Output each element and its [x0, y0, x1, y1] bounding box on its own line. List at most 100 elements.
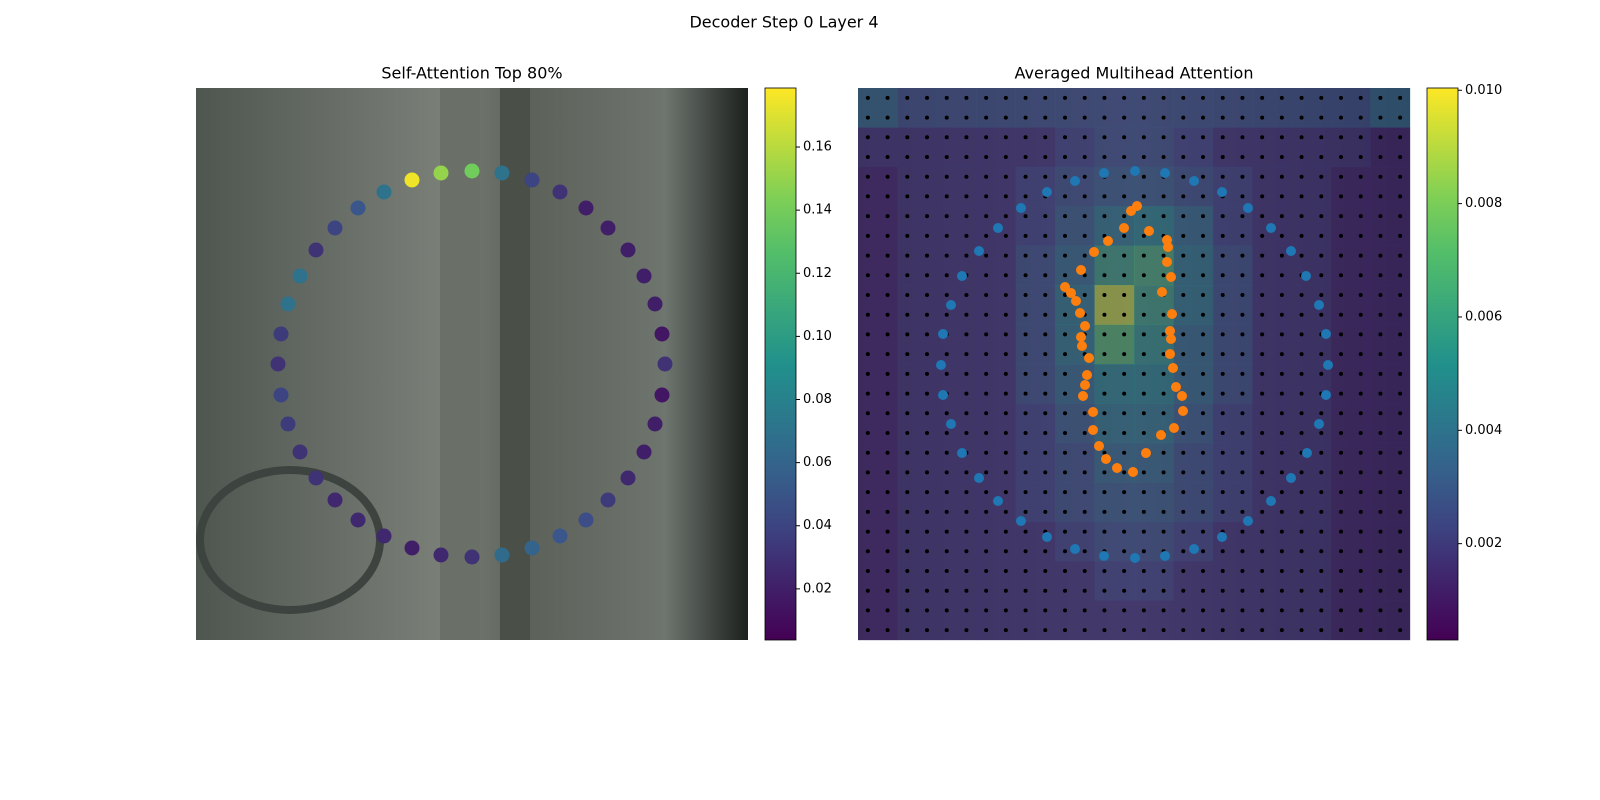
point: [957, 271, 967, 281]
heatmap-cell: [897, 364, 938, 404]
grid-dot: [1201, 529, 1205, 534]
grid-dot: [1122, 608, 1127, 613]
heatmap-cell: [1370, 521, 1411, 562]
point: [1156, 430, 1166, 440]
grid-dot: [865, 194, 870, 199]
grid-dot: [1240, 194, 1245, 199]
grid-dot: [925, 214, 929, 219]
heatmap-cell: [897, 561, 938, 601]
grid-dot: [1003, 293, 1008, 297]
grid-dot: [1279, 490, 1284, 495]
heatmap-cell: [1291, 521, 1332, 562]
point: [1042, 532, 1052, 542]
grid-dot: [1082, 431, 1087, 435]
grid-dot: [905, 628, 910, 633]
grid-dot: [1319, 135, 1324, 140]
grid-dot: [1023, 214, 1028, 219]
grid-dot: [1082, 411, 1087, 416]
grid-dot: [865, 431, 870, 435]
heatmap-cell: [976, 88, 1017, 128]
grid-dot: [1358, 549, 1363, 554]
grid-dot: [944, 95, 949, 100]
grid-dot: [1181, 569, 1186, 573]
grid-dot: [1378, 450, 1383, 455]
grid-dot: [905, 608, 910, 613]
grid-dot: [885, 95, 890, 100]
grid-dot: [964, 332, 969, 337]
grid-dot: [1378, 588, 1383, 593]
grid-dot: [964, 155, 969, 159]
grid-dot: [1161, 352, 1166, 357]
grid-dot: [1043, 155, 1048, 159]
grid-dot: [925, 312, 929, 317]
grid-dot: [1181, 450, 1186, 455]
grid-dot: [1181, 174, 1186, 179]
grid-dot: [1279, 233, 1284, 238]
grid-dot: [1279, 371, 1284, 376]
heatmap-cell: [1212, 285, 1253, 325]
grid-dot: [1023, 371, 1028, 376]
grid-dot: [1240, 253, 1245, 258]
grid-dot: [1063, 628, 1067, 633]
grid-dot: [1122, 155, 1127, 159]
heatmap-cell: [1134, 482, 1174, 523]
grid-dot: [865, 95, 870, 100]
grid-dot: [1003, 312, 1008, 317]
grid-dot: [1063, 588, 1067, 593]
heatmap-cell: [1331, 127, 1371, 168]
grid-dot: [984, 312, 989, 317]
grid-dot: [1339, 312, 1343, 317]
grid-dot: [1102, 155, 1107, 159]
grid-dot: [1201, 352, 1205, 357]
heatmap-cell: [1212, 245, 1253, 286]
grid-dot: [944, 411, 949, 416]
point: [974, 473, 984, 483]
heatmap-cell: [897, 482, 938, 523]
grid-dot: [1102, 431, 1107, 435]
grid-dot: [964, 470, 969, 475]
heatmap-cell: [1331, 324, 1371, 365]
heatmap-cell: [1252, 166, 1293, 207]
point: [946, 419, 956, 429]
grid-dot: [925, 509, 929, 514]
grid-dot: [1063, 312, 1067, 317]
grid-dot: [1260, 273, 1265, 278]
grid-dot: [1122, 450, 1127, 455]
point: [1168, 363, 1178, 373]
grid-dot: [925, 450, 929, 455]
point: [936, 360, 946, 370]
grid-dot: [964, 431, 969, 435]
grid-dot: [1201, 115, 1205, 120]
heatmap-cell: [858, 600, 898, 641]
heatmap-cell: [1331, 600, 1371, 641]
grid-dot: [964, 253, 969, 258]
grid-dot: [1299, 588, 1304, 593]
grid-dot: [1279, 628, 1284, 633]
grid-dot: [1358, 155, 1363, 159]
grid-dot: [1339, 529, 1343, 534]
grid-dot: [925, 411, 929, 416]
grid-dot: [1003, 174, 1008, 179]
grid-dot: [1220, 174, 1225, 179]
point: [1243, 516, 1253, 526]
grid-dot: [885, 155, 890, 159]
grid-dot: [1398, 431, 1403, 435]
grid-dot: [1063, 155, 1067, 159]
heatmap-cell: [1252, 403, 1293, 444]
heatmap-cell: [1370, 88, 1411, 128]
point: [1314, 419, 1324, 429]
grid-dot: [1003, 470, 1008, 475]
heatmap-cell: [1370, 600, 1411, 641]
grid-dot: [1043, 174, 1048, 179]
grid-dot: [984, 509, 989, 514]
grid-dot: [1043, 391, 1048, 396]
grid-dot: [1398, 450, 1403, 455]
grid-dot: [1141, 115, 1146, 120]
grid-dot: [1260, 135, 1265, 140]
grid-dot: [885, 569, 890, 573]
grid-dot: [1161, 450, 1166, 455]
grid-dot: [984, 214, 989, 219]
grid-dot: [1003, 352, 1008, 357]
grid-dot: [1102, 253, 1107, 258]
heatmap-cell: [1015, 403, 1056, 444]
